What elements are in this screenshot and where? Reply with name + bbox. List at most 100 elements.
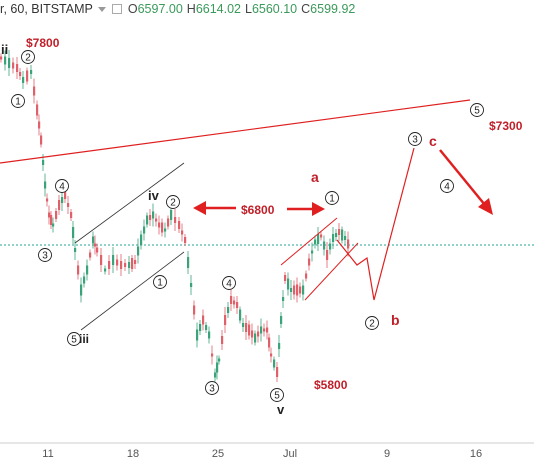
candle-body xyxy=(50,215,53,225)
candle-body xyxy=(202,315,205,325)
candle-body xyxy=(329,243,332,250)
candle-body xyxy=(260,326,263,334)
candle-body xyxy=(40,135,43,145)
candle-body xyxy=(314,239,317,245)
wave-circle-label: 3 xyxy=(408,132,422,146)
candle-body xyxy=(273,359,276,368)
svg-text:4: 4 xyxy=(444,182,450,193)
candle-body xyxy=(239,309,242,321)
arrow-right-head xyxy=(312,202,325,216)
symbol-label[interactable]: r, 60, BITSTAMP xyxy=(0,2,93,16)
candle-body xyxy=(205,325,208,330)
candle-body xyxy=(270,353,273,357)
candle-body xyxy=(128,262,131,268)
candle-body xyxy=(74,248,77,252)
arrow-left-head xyxy=(193,201,206,215)
wave-circle-label: 3 xyxy=(205,381,219,395)
svg-text:5: 5 xyxy=(274,391,280,402)
candle-body xyxy=(124,263,127,267)
wave-v-label: v xyxy=(277,402,285,417)
svg-text:2: 2 xyxy=(170,198,176,209)
x-tick-label: 18 xyxy=(127,448,139,460)
candle-body xyxy=(38,121,41,129)
candle-body xyxy=(46,198,49,202)
close-key: C xyxy=(301,2,311,16)
roman-labels: ii iii iv v xyxy=(1,42,285,417)
candle-body xyxy=(245,323,248,332)
candle-body xyxy=(137,246,140,256)
candle-body xyxy=(77,265,80,275)
candle-body xyxy=(190,283,193,287)
close-value: 6599.92 xyxy=(310,2,356,16)
candle-body xyxy=(16,64,19,72)
svg-text:5: 5 xyxy=(474,106,480,117)
candle-body xyxy=(116,259,119,266)
price-6800-label: $6800 xyxy=(241,203,275,217)
candle-body xyxy=(254,333,257,343)
candle-body xyxy=(181,230,184,235)
candle-body xyxy=(152,211,155,219)
candle-body xyxy=(131,258,134,269)
wave-circle-label: 2 xyxy=(166,195,180,209)
channel-lines xyxy=(74,162,185,331)
candle-body xyxy=(52,223,55,227)
candle-body xyxy=(227,307,230,313)
wave-circle-label: 1 xyxy=(325,191,339,205)
svg-text:3: 3 xyxy=(42,251,48,262)
candle-body xyxy=(344,236,347,240)
arrows xyxy=(193,149,493,216)
candle-body xyxy=(12,62,15,69)
wave-iv-label: iv xyxy=(148,188,160,203)
candle-body xyxy=(193,305,196,315)
candle-body xyxy=(214,372,217,378)
candle-body xyxy=(276,367,279,377)
x-tick-label: Jul xyxy=(283,448,297,460)
wave-c-label: c xyxy=(429,133,437,149)
flag-upper xyxy=(280,217,338,266)
candle-body xyxy=(196,329,199,341)
candle-body xyxy=(70,212,73,218)
candle-body xyxy=(100,255,103,265)
candle-body xyxy=(67,203,70,207)
candle-body xyxy=(8,58,11,68)
candle-body xyxy=(80,284,83,296)
candle-body xyxy=(230,296,233,304)
candle-body xyxy=(164,228,167,232)
candle-body xyxy=(284,275,287,281)
candle-body xyxy=(33,86,36,96)
candle-body xyxy=(155,218,158,222)
candle-body xyxy=(104,268,107,272)
candle-body xyxy=(146,215,149,225)
candle-body xyxy=(257,331,260,337)
candle-body xyxy=(58,200,61,210)
candle-body xyxy=(266,327,269,333)
candle-body xyxy=(208,331,211,339)
chevron-down-icon[interactable] xyxy=(97,6,106,12)
candle-body xyxy=(143,226,146,234)
candle-body xyxy=(317,234,320,244)
candle-body xyxy=(278,343,281,349)
wave-circle-label: 5 xyxy=(270,388,284,402)
wave-a-label: a xyxy=(311,169,319,185)
wave-circle-label: 2 xyxy=(365,316,379,330)
candle-body xyxy=(55,211,58,219)
candle-body xyxy=(338,229,341,235)
wave-circle-label: 4 xyxy=(440,179,454,193)
checkbox-icon[interactable] xyxy=(111,4,122,14)
candle-body xyxy=(221,336,224,344)
candle-body xyxy=(280,316,283,324)
candle-body xyxy=(335,233,338,237)
candles-group xyxy=(0,50,350,382)
candle-body xyxy=(263,328,266,332)
candle-body xyxy=(94,243,97,247)
candle-body xyxy=(72,227,75,238)
wave-circle-label: 5 xyxy=(67,332,81,346)
wave-circle-label: 4 xyxy=(222,276,236,290)
wave-circle-label: 4 xyxy=(55,179,69,193)
wave-circle-label: 1 xyxy=(11,94,25,108)
candle-body xyxy=(347,239,350,249)
candle-body xyxy=(178,221,181,229)
wave-iii-label: iii xyxy=(79,332,89,346)
candle-body xyxy=(224,315,227,325)
